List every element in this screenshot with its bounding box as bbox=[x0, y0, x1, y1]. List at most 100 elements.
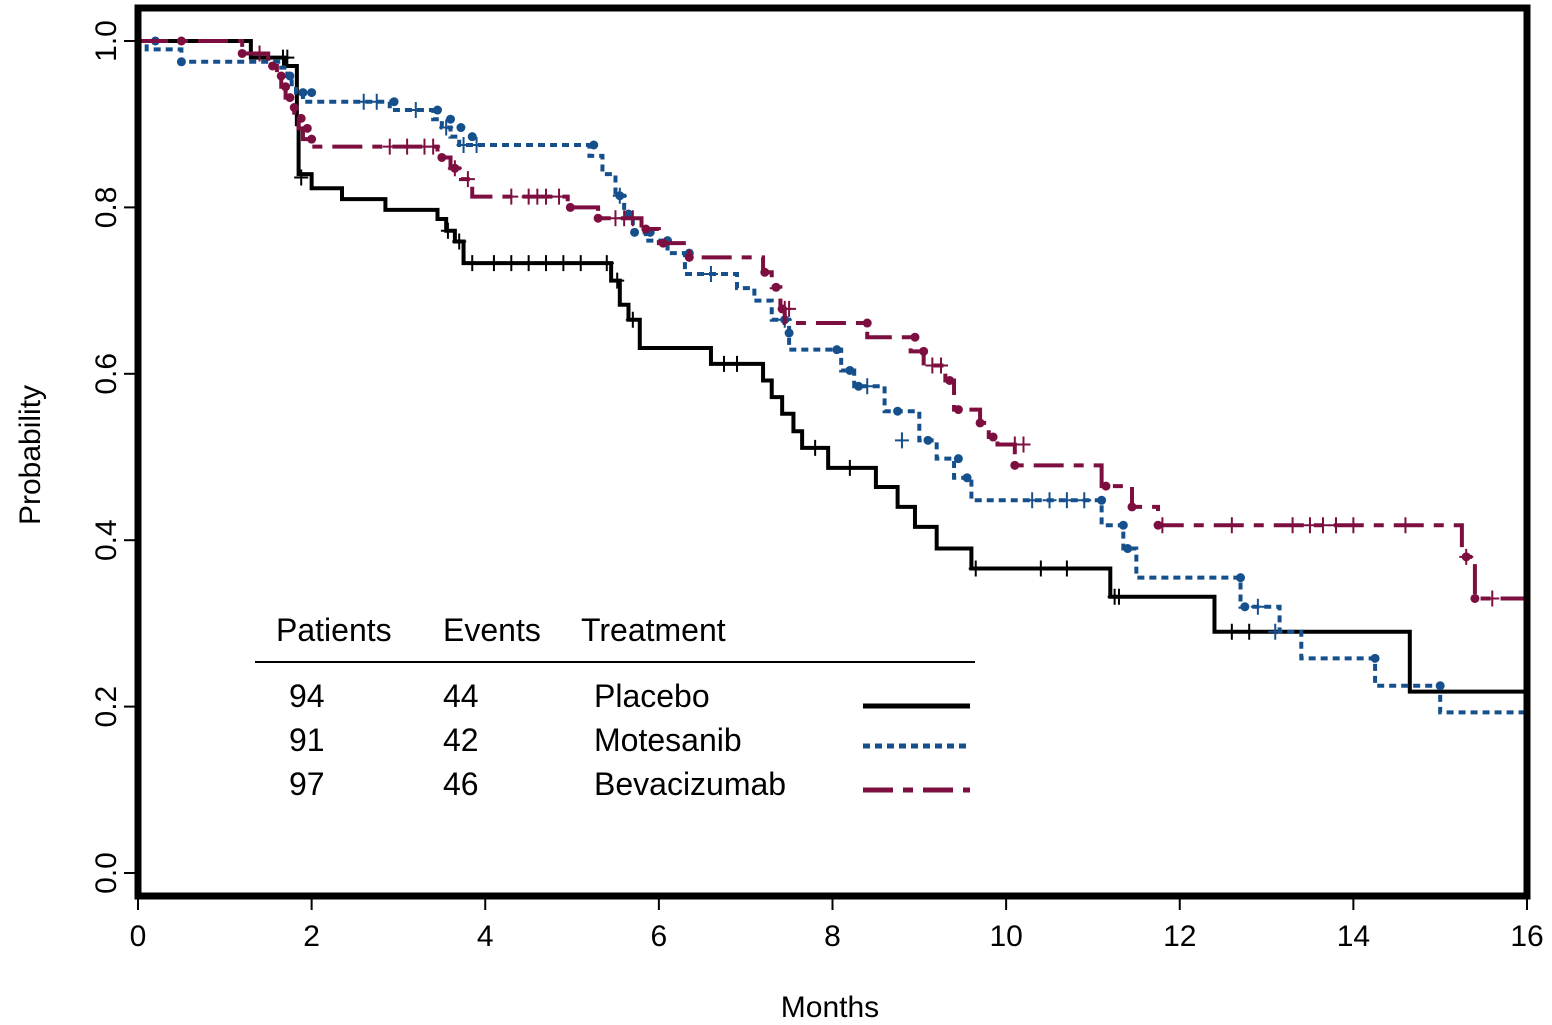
y-tick-label: 0.6 bbox=[90, 353, 123, 395]
x-tick-label: 8 bbox=[824, 920, 841, 953]
censor-mark-placebo bbox=[842, 459, 857, 476]
censor-mark-motesanib bbox=[456, 137, 471, 153]
legend-header-treatment: Treatment bbox=[581, 612, 726, 648]
axes-layer: 0 2 4 6 8 10 12 14 160.00.20.40.60.81.0 bbox=[90, 20, 1544, 953]
event-point-motesanib bbox=[433, 105, 443, 115]
event-point-motesanib bbox=[285, 71, 295, 81]
censor-mark-placebo bbox=[1059, 560, 1074, 577]
legend-header-patients: Patients bbox=[276, 612, 392, 648]
censor-mark-placebo bbox=[625, 311, 640, 328]
censor-mark-placebo bbox=[452, 233, 467, 250]
x-tick-label: 14 bbox=[1337, 920, 1370, 953]
event-point-motesanib bbox=[1123, 544, 1133, 554]
censor-mark-motesanib bbox=[369, 93, 384, 110]
censor-mark-placebo bbox=[1111, 588, 1126, 605]
event-point-motesanib bbox=[1370, 653, 1380, 663]
censor-mark-bevacizumab bbox=[1315, 517, 1330, 534]
censor-mark-bevacizumab bbox=[460, 171, 475, 188]
event-point-bevacizumab bbox=[777, 304, 787, 314]
censor-mark-motesanib bbox=[894, 432, 909, 449]
event-point-motesanib bbox=[307, 88, 317, 98]
x-tick-label: 2 bbox=[303, 920, 320, 953]
censor-mark-bevacizumab bbox=[1485, 590, 1500, 607]
y-axis-label: Probability bbox=[14, 385, 47, 525]
censor-mark-bevacizumab bbox=[552, 188, 567, 205]
x-tick-label: 0 bbox=[130, 920, 147, 953]
event-point-motesanib bbox=[854, 381, 864, 391]
series-placebo bbox=[138, 39, 1527, 694]
censor-mark-placebo bbox=[610, 272, 625, 289]
event-point-bevacizumab bbox=[565, 202, 575, 212]
event-point-bevacizumab bbox=[1101, 481, 1111, 491]
x-tick-label: 12 bbox=[1163, 920, 1196, 953]
event-point-bevacizumab bbox=[307, 134, 317, 144]
event-point-motesanib bbox=[962, 473, 972, 483]
censor-mark-bevacizumab bbox=[625, 210, 640, 227]
legend-patients-placebo: 94 bbox=[289, 678, 325, 714]
y-tick-label: 1.0 bbox=[90, 20, 123, 62]
event-point-bevacizumab bbox=[771, 282, 781, 292]
event-point-motesanib bbox=[1236, 573, 1246, 583]
legend-patients-motesanib: 91 bbox=[289, 722, 325, 758]
censor-mark-motesanib bbox=[356, 93, 371, 110]
event-point-motesanib bbox=[589, 140, 599, 150]
event-point-motesanib bbox=[446, 114, 456, 124]
censor-mark-bevacizumab bbox=[539, 188, 554, 205]
legend-events-placebo: 44 bbox=[443, 678, 479, 714]
x-tick-label: 6 bbox=[651, 920, 668, 953]
series-line-placebo bbox=[138, 39, 1527, 694]
event-point-motesanib bbox=[298, 88, 308, 98]
event-point-bevacizumab bbox=[237, 48, 247, 58]
legend: Patients Events Treatment 94 44 Placebo … bbox=[255, 612, 975, 802]
event-point-bevacizumab bbox=[1461, 552, 1471, 562]
y-tick-label: 0.0 bbox=[90, 852, 123, 894]
censor-mark-motesanib bbox=[1077, 492, 1092, 509]
censor-mark-bevacizumab bbox=[934, 357, 949, 374]
censor-mark-motesanib bbox=[408, 102, 423, 119]
censor-mark-placebo bbox=[465, 255, 480, 272]
censor-mark-bevacizumab bbox=[1398, 517, 1413, 534]
event-point-bevacizumab bbox=[593, 213, 603, 223]
event-point-bevacizumab bbox=[641, 224, 651, 234]
event-point-bevacizumab bbox=[296, 113, 306, 123]
censor-mark-placebo bbox=[968, 560, 983, 577]
censor-mark-motesanib bbox=[1250, 598, 1265, 615]
legend-treatment-motesanib: Motesanib bbox=[594, 722, 742, 758]
censor-mark-motesanib bbox=[469, 137, 484, 153]
event-point-motesanib bbox=[893, 406, 903, 416]
event-point-motesanib bbox=[389, 97, 399, 107]
event-point-motesanib bbox=[784, 328, 794, 338]
event-point-bevacizumab bbox=[285, 93, 295, 103]
legend-treatment-placebo: Placebo bbox=[594, 678, 710, 714]
censor-mark-motesanib bbox=[1268, 623, 1283, 640]
event-point-motesanib bbox=[923, 435, 933, 445]
event-point-bevacizumab bbox=[1010, 460, 1020, 470]
series-motesanib bbox=[138, 36, 1527, 715]
censor-mark-bevacizumab bbox=[1329, 517, 1344, 534]
series-line-bevacizumab bbox=[138, 39, 1527, 601]
censor-mark-bevacizumab bbox=[504, 188, 519, 205]
series-bevacizumab bbox=[138, 36, 1527, 607]
event-point-motesanib bbox=[630, 227, 640, 237]
event-point-motesanib bbox=[1118, 520, 1128, 530]
plot-frame bbox=[134, 4, 1531, 900]
event-point-motesanib bbox=[467, 132, 477, 142]
event-point-bevacizumab bbox=[975, 418, 985, 428]
event-point-bevacizumab bbox=[988, 432, 998, 442]
y-tick-label: 0.4 bbox=[90, 519, 123, 561]
event-point-motesanib bbox=[1240, 602, 1250, 612]
event-point-bevacizumab bbox=[919, 346, 929, 356]
censor-mark-bevacizumab bbox=[1346, 517, 1361, 534]
legend-header-events: Events bbox=[443, 612, 541, 648]
censor-mark-placebo bbox=[539, 255, 554, 272]
event-point-bevacizumab bbox=[276, 71, 286, 81]
censor-mark-bevacizumab bbox=[1016, 436, 1031, 453]
censor-mark-motesanib bbox=[703, 265, 718, 282]
event-point-bevacizumab bbox=[1470, 593, 1480, 603]
event-point-motesanib bbox=[832, 345, 842, 355]
event-point-bevacizumab bbox=[176, 36, 186, 46]
censor-mark-bevacizumab bbox=[426, 138, 441, 155]
series-layer bbox=[138, 36, 1527, 715]
censor-mark-placebo bbox=[294, 169, 309, 186]
legend-events-bevacizumab: 46 bbox=[443, 766, 479, 802]
